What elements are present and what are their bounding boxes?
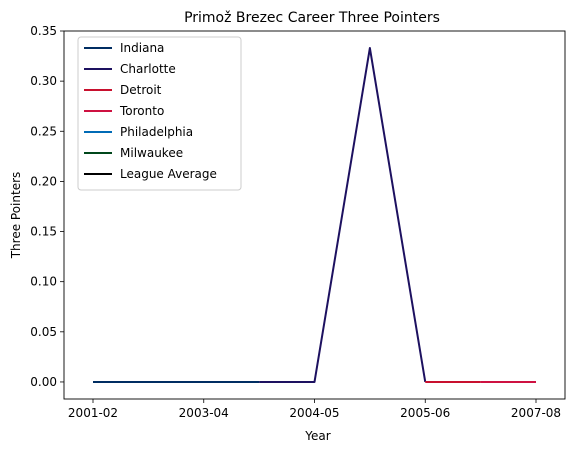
x-axis-label: Year	[304, 429, 330, 443]
x-tick-label: 2005-06	[400, 406, 450, 420]
legend: Indiana Charlotte Detroit Toronto Philadelph…	[77, 36, 242, 191]
y-tick-label: 0.10	[30, 275, 57, 289]
chart-title: Primož Brezec Career Three Pointers	[184, 10, 440, 26]
x-tick-label: 2001-02	[68, 406, 118, 420]
legend-box	[77, 36, 242, 191]
y-tick-label: 0.15	[30, 225, 57, 239]
y-tick-label: 0.00	[30, 375, 57, 389]
legend-label: Charlotte	[120, 62, 176, 76]
legend-label: Indiana	[120, 41, 164, 55]
legend-label: Philadelphia	[120, 125, 193, 139]
series-line-charlotte	[259, 47, 427, 383]
y-axis: 0.00 0.05 0.10 0.15 0.20 0.25 0.30 0.35	[30, 24, 64, 389]
y-tick-label: 0.30	[30, 74, 57, 88]
y-tick-label: 0.20	[30, 174, 57, 188]
y-tick-label: 0.25	[30, 124, 57, 138]
y-tick-label: 0.35	[30, 24, 57, 38]
x-tick-label: 2003-04	[179, 406, 229, 420]
y-tick-label: 0.05	[30, 325, 57, 339]
y-axis-label: Three Pointers	[9, 172, 23, 260]
legend-label: Toronto	[119, 104, 164, 118]
legend-label: Milwaukee	[120, 146, 183, 160]
x-tick-label: 2007-08	[511, 406, 561, 420]
legend-label: League Average	[120, 167, 217, 181]
legend-label: Detroit	[120, 83, 162, 97]
x-tick-label: 2004-05	[289, 406, 339, 420]
x-axis: 2001-02 2003-04 2004-05 2005-06 2007-08	[68, 399, 561, 420]
